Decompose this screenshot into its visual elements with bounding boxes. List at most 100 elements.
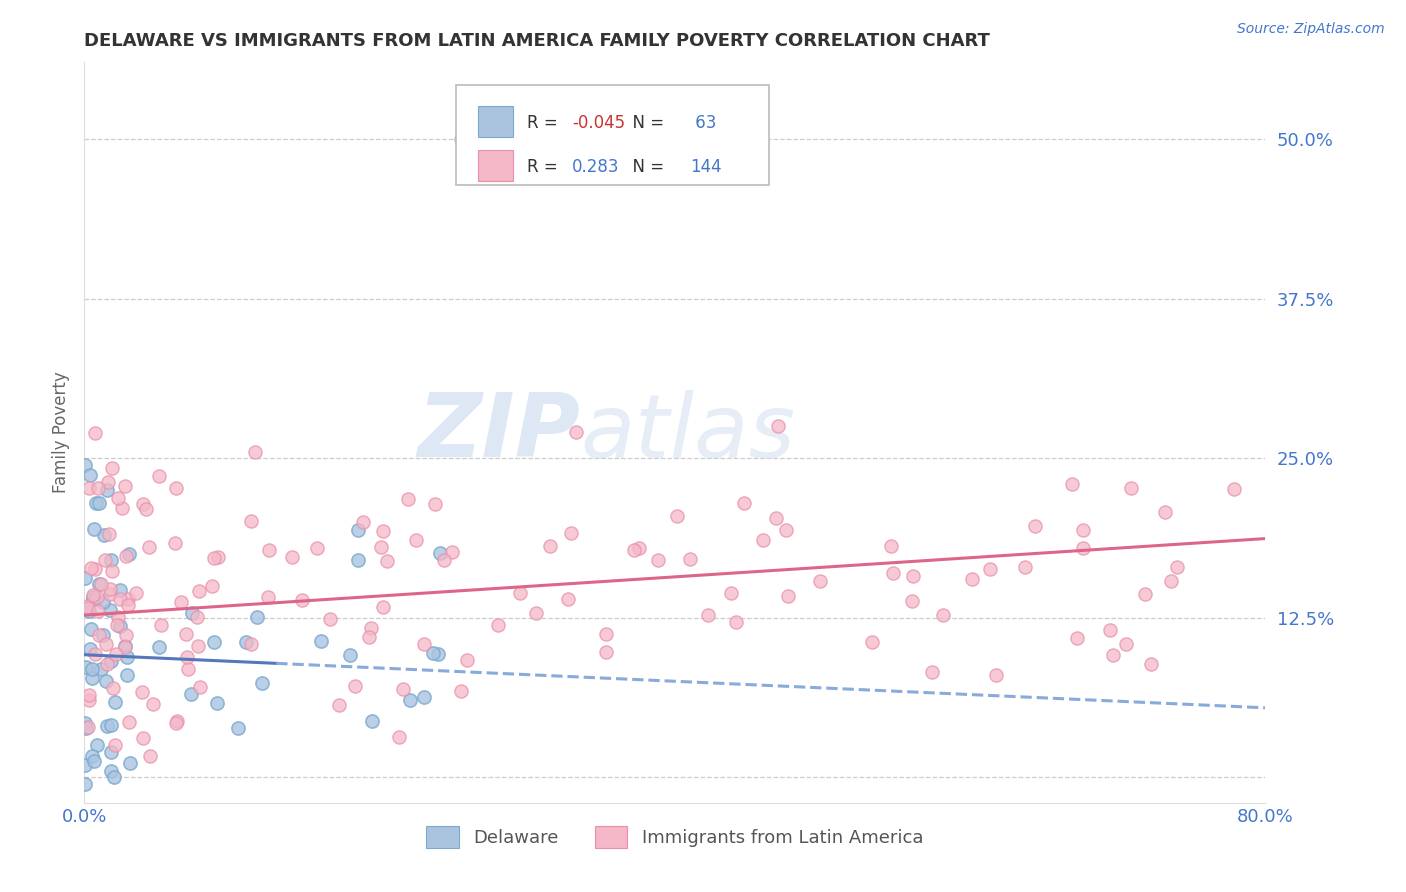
Point bbox=[1140, 657, 1163, 671]
Point bbox=[75, 716, 97, 731]
Point bbox=[96, 719, 118, 733]
Point bbox=[239, 514, 262, 528]
Point bbox=[165, 715, 187, 730]
Point bbox=[73, 757, 96, 772]
Point bbox=[524, 606, 547, 620]
Point bbox=[880, 539, 903, 553]
Point bbox=[90, 662, 112, 676]
Point bbox=[138, 540, 160, 554]
Point bbox=[148, 640, 170, 654]
Point bbox=[98, 582, 121, 596]
Point bbox=[98, 603, 121, 617]
Point bbox=[118, 547, 141, 561]
Point bbox=[125, 586, 148, 600]
Point bbox=[427, 647, 450, 661]
Point bbox=[91, 628, 114, 642]
Point bbox=[79, 641, 101, 656]
Y-axis label: Family Poverty: Family Poverty bbox=[52, 372, 70, 493]
Point bbox=[149, 618, 172, 632]
Point bbox=[979, 562, 1001, 576]
Point bbox=[921, 665, 943, 679]
Text: N =: N = bbox=[621, 158, 669, 176]
Point bbox=[176, 650, 198, 665]
Text: N =: N = bbox=[621, 113, 669, 132]
Point bbox=[96, 657, 118, 671]
Point bbox=[115, 549, 138, 563]
Point bbox=[165, 481, 187, 495]
Text: atlas: atlas bbox=[581, 390, 796, 475]
Point bbox=[97, 527, 120, 541]
Point bbox=[187, 584, 209, 599]
FancyBboxPatch shape bbox=[478, 105, 513, 136]
Point bbox=[100, 718, 122, 732]
Point bbox=[201, 579, 224, 593]
Point bbox=[84, 496, 107, 510]
Point bbox=[100, 564, 122, 578]
Text: 63: 63 bbox=[690, 113, 717, 132]
Point bbox=[79, 468, 101, 483]
Point bbox=[139, 749, 162, 764]
Point bbox=[115, 628, 138, 642]
Point bbox=[77, 604, 100, 618]
Point bbox=[257, 591, 280, 605]
Point bbox=[627, 541, 650, 555]
Point bbox=[148, 468, 170, 483]
Point bbox=[77, 481, 100, 495]
Point bbox=[80, 749, 103, 764]
Point bbox=[90, 577, 112, 591]
Point bbox=[205, 696, 228, 710]
Point bbox=[111, 500, 134, 515]
Point bbox=[115, 649, 138, 664]
Point bbox=[564, 425, 586, 439]
Point bbox=[347, 524, 370, 538]
Point bbox=[75, 777, 97, 791]
Point bbox=[328, 698, 350, 713]
Point bbox=[79, 693, 101, 707]
Point bbox=[84, 562, 107, 576]
Point bbox=[97, 475, 120, 490]
Point bbox=[388, 731, 411, 745]
Point bbox=[186, 609, 208, 624]
Point bbox=[77, 600, 100, 615]
Point bbox=[901, 569, 924, 583]
Point bbox=[361, 714, 384, 728]
Text: ZIP: ZIP bbox=[418, 389, 581, 476]
Point bbox=[83, 425, 105, 440]
Point bbox=[107, 609, 129, 624]
Point bbox=[1099, 623, 1122, 637]
Point bbox=[77, 688, 100, 702]
Point bbox=[246, 610, 269, 624]
Point bbox=[114, 640, 136, 655]
Point bbox=[100, 764, 122, 778]
Point bbox=[1115, 637, 1137, 651]
Point bbox=[170, 595, 193, 609]
Point bbox=[359, 630, 381, 644]
Point bbox=[486, 618, 509, 632]
Point bbox=[392, 682, 415, 697]
Point bbox=[87, 481, 110, 495]
Point bbox=[104, 695, 127, 709]
Point bbox=[240, 637, 263, 651]
Point bbox=[1133, 587, 1156, 601]
Point bbox=[1160, 574, 1182, 588]
Point bbox=[595, 645, 617, 659]
Point bbox=[101, 461, 124, 475]
Point bbox=[557, 592, 579, 607]
Point bbox=[188, 680, 211, 694]
Point bbox=[100, 553, 122, 567]
Point bbox=[87, 628, 110, 642]
Point bbox=[77, 720, 100, 734]
Point bbox=[1066, 631, 1088, 645]
Point bbox=[202, 635, 225, 649]
Point bbox=[87, 576, 110, 591]
Point bbox=[105, 647, 128, 661]
Point bbox=[82, 591, 104, 605]
Point bbox=[75, 660, 97, 674]
Text: DELAWARE VS IMMIGRANTS FROM LATIN AMERICA FAMILY POVERTY CORRELATION CHART: DELAWARE VS IMMIGRANTS FROM LATIN AMERIC… bbox=[84, 32, 990, 50]
Point bbox=[84, 647, 107, 661]
Point bbox=[413, 637, 436, 651]
Point bbox=[647, 552, 669, 566]
Point bbox=[291, 593, 314, 607]
Point bbox=[80, 672, 103, 686]
Point bbox=[86, 738, 108, 752]
